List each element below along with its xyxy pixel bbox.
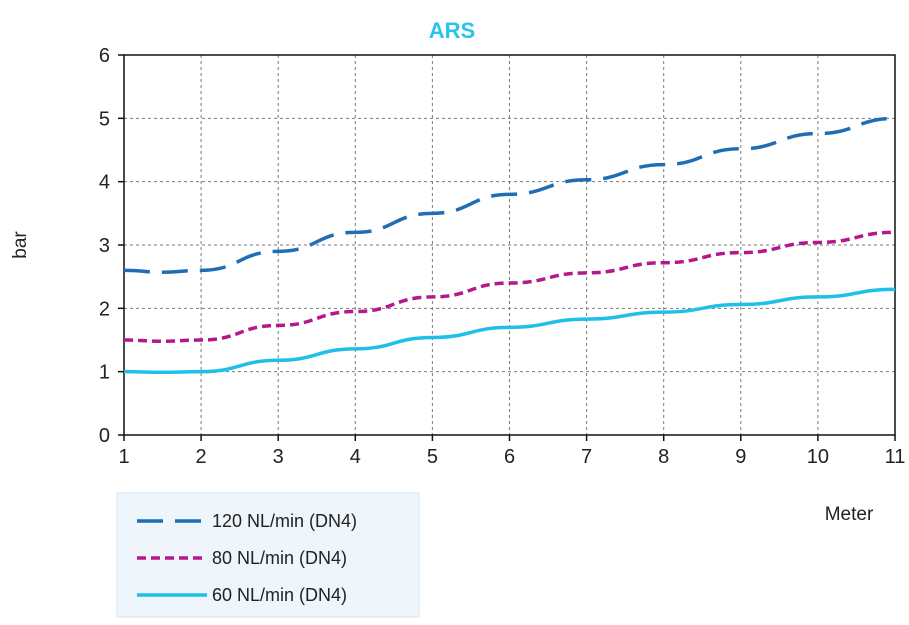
x-tick-label: 10 [807, 446, 829, 468]
y-tick-label: 6 [99, 45, 110, 67]
y-tick-label: 1 [99, 362, 110, 384]
legend-label-1: 120 NL/min (DN4) [212, 511, 357, 531]
x-tick-label: 4 [350, 446, 361, 468]
y-tick-label: 4 [99, 172, 110, 194]
x-tick-label: 6 [504, 446, 515, 468]
x-tick-label: 2 [196, 446, 207, 468]
y-axis-title: bar [10, 231, 31, 259]
x-axis-title: Meter [825, 504, 874, 525]
x-tick-label: 7 [581, 446, 592, 468]
x-tick-label: 9 [735, 446, 746, 468]
series-line-3 [123, 287, 896, 375]
y-tick-labels: 0 1 2 3 4 5 6 [99, 45, 110, 447]
series-line-2 [123, 230, 896, 344]
x-tick-label: 5 [427, 446, 438, 468]
legend-label-2: 80 NL/min (DN4) [212, 548, 347, 568]
series-lines [123, 116, 896, 375]
y-tick-label: 5 [99, 108, 110, 130]
legend: 120 NL/min (DN4) 80 NL/min (DN4) 60 NL/min… [116, 492, 420, 618]
x-tick-label: 1 [118, 446, 129, 468]
x-tick-label: 11 [885, 446, 906, 468]
x-tick-label: 3 [273, 446, 284, 468]
chart-title: ARS [429, 18, 475, 43]
axes [118, 54, 896, 441]
y-tick-label: 3 [99, 235, 110, 257]
y-tick-label: 0 [99, 425, 110, 447]
x-tick-label: 8 [658, 446, 669, 468]
series-line-1 [123, 116, 896, 274]
y-tick-label: 2 [99, 298, 110, 320]
grid-lines [123, 54, 896, 436]
legend-label-3: 60 NL/min (DN4) [212, 585, 347, 605]
x-tick-labels: 1 2 3 4 5 6 7 8 9 10 11 [118, 446, 905, 468]
